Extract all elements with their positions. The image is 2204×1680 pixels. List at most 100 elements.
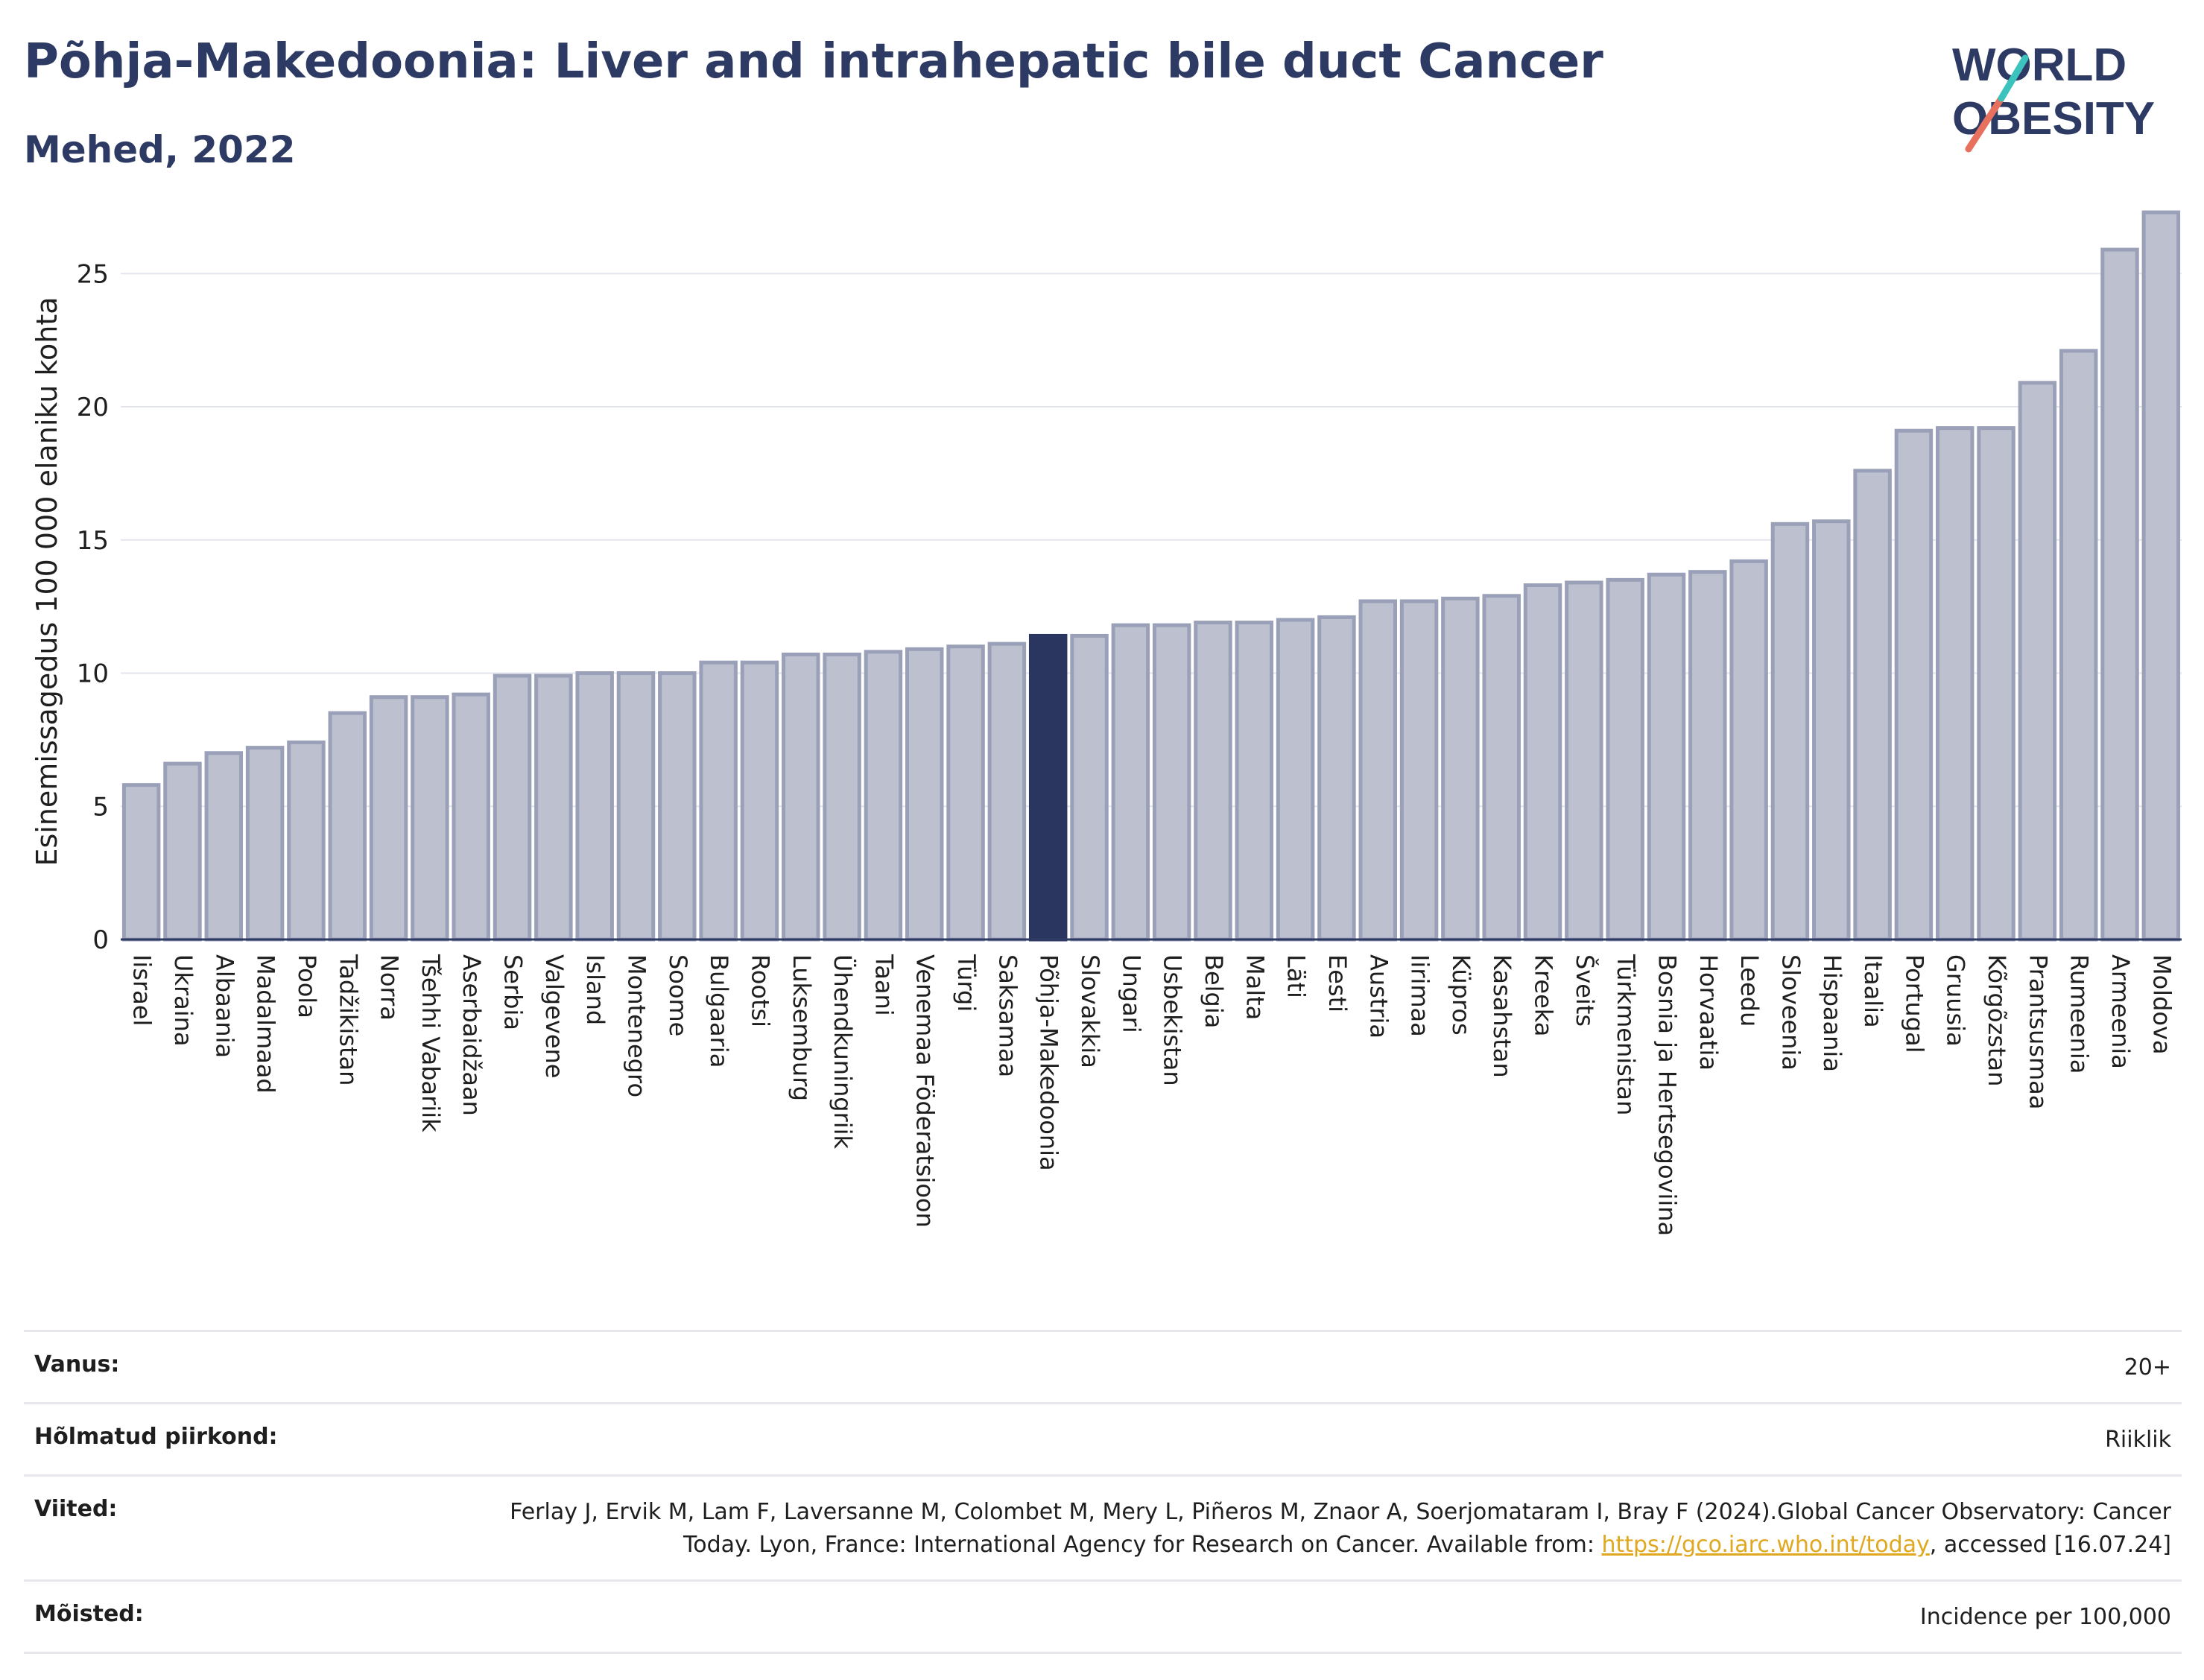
x-tick-label: Iirimaa	[1406, 954, 1434, 1037]
x-tick-label: Armeenia	[2106, 954, 2135, 1069]
bar-Rumeenia	[2059, 349, 2098, 942]
bar-Iisrael	[121, 783, 161, 942]
bar-Bulgaaria	[699, 660, 738, 942]
chart-title: Põhja-Makedoonia: Liver and intrahepatic…	[24, 34, 1603, 89]
x-axis-labels: Iisrael Ukraina Albaania Madalmaad Poola Tadž…	[128, 954, 2176, 1236]
references-value: Ferlay J, Ervik M, Lam F, Laversanne M, …	[457, 1496, 2171, 1562]
x-tick-label: Portugal	[1900, 954, 1928, 1053]
bar-Põhja-Makedoonia	[1028, 633, 1068, 942]
x-tick-label: Kreeka	[1530, 954, 1558, 1036]
x-tick-label: Hispaania	[1818, 954, 1846, 1072]
bar-Belgia	[1194, 621, 1232, 942]
bar-Serbia	[493, 673, 532, 942]
bar-Island	[575, 671, 614, 942]
y-tick-label: 15	[77, 526, 109, 556]
x-tick-label: Ühendkuningriik	[829, 954, 857, 1150]
bar-Horvaatia	[1688, 570, 1727, 942]
y-tick-label: 5	[92, 792, 109, 822]
logo-line1: WORLD	[1952, 39, 2127, 91]
x-tick-label: Bulgaaria	[705, 954, 733, 1068]
x-tick-label: Itaalia	[1859, 954, 1887, 1028]
bar-Poola	[287, 740, 326, 942]
x-tick-label: Madalmaad	[252, 954, 280, 1094]
x-tick-label: Küpros	[1447, 954, 1475, 1036]
x-tick-label: Montenegro	[623, 954, 651, 1097]
y-tick-label: 10	[77, 659, 109, 689]
x-tick-label: Slovakkia	[1076, 954, 1104, 1068]
x-tick-label: Ukraina	[169, 954, 197, 1047]
region-value: Riiklik	[2105, 1427, 2171, 1453]
metadata-table: Vanus: 20+ Hõlmatud piirkond: Riiklik Vi…	[24, 1330, 2182, 1654]
bar-Ühendkuningriik	[823, 652, 861, 942]
x-tick-label: Kõrgõzstan	[1983, 954, 2011, 1086]
meta-row-references: Viited: Ferlay J, Ervik M, Lam F, Lavers…	[24, 1474, 2182, 1579]
x-tick-label: Rootsi	[746, 954, 774, 1027]
x-tick-label: Ungari	[1117, 954, 1145, 1033]
references-label: Viited:	[34, 1496, 118, 1522]
meta-row-region: Hõlmatud piirkond: Riiklik	[24, 1402, 2182, 1474]
bar-Usbekistan	[1152, 623, 1191, 942]
x-tick-label: Luksemburg	[788, 954, 816, 1101]
bars	[121, 210, 2181, 942]
bar-Soome	[658, 671, 697, 942]
meta-row-age: Vanus: 20+	[24, 1330, 2182, 1402]
bar-Armeenia	[2100, 247, 2139, 942]
x-tick-label: Horvaatia	[1694, 954, 1723, 1071]
age-label: Vanus:	[34, 1351, 120, 1378]
x-tick-label: Kasahstan	[1488, 954, 1516, 1078]
bar-Türgi	[946, 644, 985, 942]
bar-Albaania	[204, 751, 244, 942]
x-tick-label: Island	[581, 954, 609, 1025]
bar-Kasahstan	[1482, 594, 1521, 942]
bar-Saksamaa	[987, 641, 1027, 942]
x-tick-label: Malta	[1241, 954, 1269, 1020]
x-tick-label: Belgia	[1200, 954, 1228, 1028]
bar-chart: 0 5 10 15 20 25 Iisrael Ukraina Albaania Madalma…	[31, 210, 2182, 1236]
bar-Rootsi	[740, 660, 779, 942]
bar-Hispaania	[1812, 519, 1851, 942]
bar-Montenegro	[616, 671, 656, 942]
bar-Sloveenia	[1770, 522, 1810, 942]
x-tick-label: Tšehhi Vabariik	[417, 954, 445, 1132]
x-tick-label: Albaania	[210, 954, 238, 1058]
x-tick-label: Aserbaidžaan	[457, 954, 486, 1116]
chart-subtitle: Mehed, 2022	[24, 128, 296, 171]
bar-Tšehhi Vabariik	[411, 695, 449, 942]
y-tick-label: 25	[77, 259, 109, 289]
bar-Venemaa Föderatsioon	[905, 647, 944, 942]
x-tick-label: Šveits	[1571, 954, 1600, 1027]
x-tick-label: Poola	[293, 954, 321, 1018]
bar-Bosnia ja Hertsegoviina	[1647, 572, 1686, 942]
references-text-end: , accessed [16.07.24]	[1929, 1532, 2171, 1558]
y-axis-label: Esinemissagedus 100 000 elaniku kohta	[31, 297, 63, 866]
x-tick-label: Põhja-Makedoonia	[1035, 954, 1063, 1171]
bar-Küpros	[1441, 596, 1480, 942]
x-tick-label: Saksamaa	[993, 954, 1022, 1077]
x-tick-label: Prantsusmaa	[2024, 954, 2052, 1109]
x-tick-label: Valgevene	[540, 954, 569, 1079]
x-tick-label: Leedu	[1735, 954, 1764, 1027]
bar-Moldova	[2141, 210, 2181, 942]
bar-Gruusia	[1936, 426, 1975, 942]
x-tick-label: Venemaa Föderatsioon	[911, 954, 940, 1228]
bar-Tadžikistan	[328, 711, 367, 942]
bar-Madalmaad	[245, 746, 285, 942]
x-tick-label: Usbekistan	[1159, 954, 1187, 1086]
bar-Itaalia	[1853, 469, 1892, 942]
bar-Läti	[1276, 618, 1315, 942]
bar-Ukraina	[163, 761, 202, 942]
world-obesity-logo: WORLD OBESITY	[1952, 39, 2155, 153]
bar-Šveits	[1565, 580, 1603, 942]
x-tick-label: Soome	[664, 954, 692, 1036]
references-link[interactable]: https://gco.iarc.who.int/today	[1601, 1532, 1930, 1558]
bar-Valgevene	[534, 673, 573, 942]
x-tick-label: Eesti	[1323, 954, 1352, 1012]
x-tick-label: Bosnia ja Hertsegoviina	[1653, 954, 1682, 1236]
x-tick-label: Rumeenia	[2065, 954, 2094, 1074]
definitions-value: Incidence per 100,000	[1919, 1604, 2171, 1630]
x-tick-label: Serbia	[499, 954, 528, 1030]
bar-Prantsusmaa	[2018, 381, 2057, 942]
bar-Leedu	[1729, 559, 1768, 942]
x-tick-label: Taani	[870, 954, 898, 1016]
references-text: Ferlay J, Ervik M, Lam F, Laversanne M, …	[510, 1499, 2171, 1558]
